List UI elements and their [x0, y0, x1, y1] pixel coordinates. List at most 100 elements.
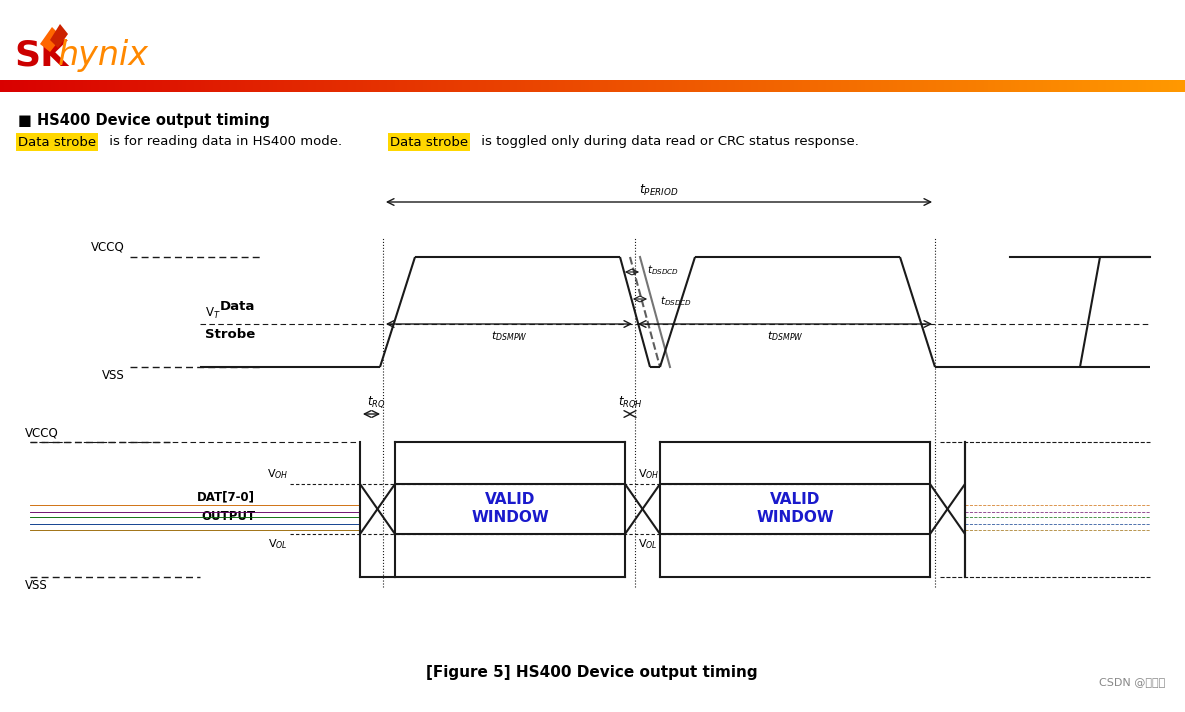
Bar — [8, 80, 12, 92]
Bar — [142, 80, 147, 92]
Bar — [755, 80, 758, 92]
Bar — [75, 80, 79, 92]
Bar — [376, 80, 379, 92]
Bar — [1031, 80, 1036, 92]
Text: $t_{DSMPW}$: $t_{DSMPW}$ — [491, 329, 527, 342]
Text: VCCQ: VCCQ — [91, 240, 124, 253]
Bar — [71, 80, 76, 92]
Bar — [572, 80, 577, 92]
Bar — [364, 80, 367, 92]
Bar — [494, 80, 498, 92]
Bar — [359, 80, 364, 92]
Bar — [838, 80, 841, 92]
Bar — [703, 80, 707, 92]
Bar — [1153, 80, 1158, 92]
Bar — [245, 80, 249, 92]
Text: V$_{OL}$: V$_{OL}$ — [268, 537, 288, 551]
Bar — [83, 80, 88, 92]
Bar — [809, 80, 814, 92]
Bar — [501, 80, 506, 92]
Bar — [146, 80, 150, 92]
Bar — [782, 80, 787, 92]
Bar — [794, 80, 799, 92]
Bar — [624, 80, 628, 92]
Bar — [186, 80, 190, 92]
Bar — [222, 80, 225, 92]
Bar — [1023, 80, 1027, 92]
Bar — [1181, 80, 1185, 92]
Bar — [454, 80, 459, 92]
Bar — [940, 80, 944, 92]
Bar — [237, 80, 242, 92]
Bar — [897, 80, 901, 92]
Bar — [696, 80, 699, 92]
Bar — [518, 80, 521, 92]
Bar — [1170, 80, 1173, 92]
Bar — [561, 80, 565, 92]
Bar — [371, 80, 376, 92]
Bar — [115, 80, 119, 92]
Bar — [51, 80, 56, 92]
Bar — [68, 80, 71, 92]
Bar — [32, 80, 36, 92]
Text: VALID: VALID — [485, 491, 536, 506]
Bar — [1098, 80, 1102, 92]
Bar — [525, 80, 530, 92]
Bar — [735, 80, 739, 92]
Bar — [36, 80, 40, 92]
Bar — [470, 80, 474, 92]
Bar — [1046, 80, 1051, 92]
Bar — [0, 80, 5, 92]
Bar — [1019, 80, 1024, 92]
Bar — [774, 80, 779, 92]
Bar — [1070, 80, 1075, 92]
Bar — [352, 80, 356, 92]
Bar — [418, 80, 423, 92]
Bar — [758, 80, 763, 92]
Bar — [537, 80, 542, 92]
Bar — [984, 80, 988, 92]
Bar — [877, 80, 882, 92]
Bar — [652, 80, 656, 92]
Text: Data strobe: Data strobe — [390, 135, 468, 149]
Bar — [210, 80, 213, 92]
Bar — [1129, 80, 1134, 92]
Bar — [833, 80, 838, 92]
Bar — [1016, 80, 1019, 92]
Bar — [482, 80, 486, 92]
Bar — [252, 80, 257, 92]
Bar — [367, 80, 372, 92]
Bar — [1094, 80, 1098, 92]
Bar — [39, 80, 44, 92]
Bar — [1173, 80, 1178, 92]
Bar — [723, 80, 728, 92]
Bar — [901, 80, 905, 92]
Bar — [1082, 80, 1087, 92]
Bar — [379, 80, 384, 92]
Bar — [103, 80, 107, 92]
Bar — [1106, 80, 1110, 92]
Bar — [818, 80, 822, 92]
Bar — [1007, 80, 1012, 92]
Bar — [687, 80, 692, 92]
Bar — [281, 80, 284, 92]
Bar — [462, 80, 467, 92]
Bar — [284, 80, 289, 92]
Bar — [767, 80, 770, 92]
Bar — [830, 80, 834, 92]
Bar — [395, 80, 399, 92]
Bar — [201, 80, 206, 92]
Bar — [613, 80, 616, 92]
Bar — [892, 80, 897, 92]
Bar — [435, 80, 438, 92]
Bar — [415, 80, 419, 92]
Text: [Figure 5] HS400 Device output timing: [Figure 5] HS400 Device output timing — [427, 664, 758, 679]
Polygon shape — [40, 27, 62, 52]
Bar — [1110, 80, 1114, 92]
Bar — [1161, 80, 1166, 92]
Bar — [960, 80, 965, 92]
Bar — [1066, 80, 1071, 92]
Bar — [4, 80, 8, 92]
Bar — [565, 80, 569, 92]
Bar — [762, 80, 767, 92]
